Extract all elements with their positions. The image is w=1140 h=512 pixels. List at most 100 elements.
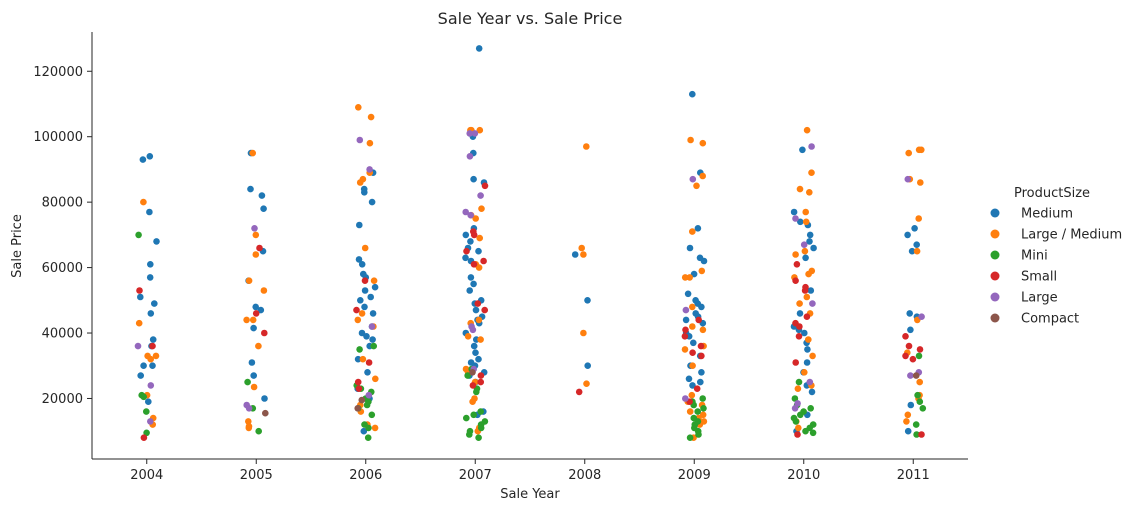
data-point-medium — [907, 326, 914, 334]
data-point-large-medium — [249, 316, 257, 324]
data-point-mini — [914, 391, 921, 399]
data-point-medium — [147, 310, 155, 317]
data-point-large-medium — [917, 179, 924, 186]
data-point-medium — [149, 362, 156, 370]
y-tick-label: 20000 — [42, 392, 83, 407]
legend-items: Medium Large / Medium Mini Small Large Compac… — [990, 207, 1122, 327]
data-point-mini — [791, 395, 799, 402]
data-point-large-medium — [245, 418, 252, 425]
data-point-large-medium — [805, 270, 812, 278]
data-point-small — [474, 300, 482, 307]
data-point-medium — [684, 290, 692, 298]
data-point-medium — [690, 339, 697, 347]
data-point-large-medium — [916, 378, 923, 386]
data-point-large-medium — [245, 277, 253, 285]
data-point-medium — [248, 359, 256, 366]
data-point-mini — [795, 378, 803, 386]
data-point-mini — [466, 431, 473, 438]
data-point-medium — [147, 261, 154, 268]
data-point-medium — [252, 303, 259, 311]
data-point-medium — [140, 362, 147, 370]
data-point-mini — [365, 424, 372, 432]
data-point-large-medium — [796, 185, 804, 193]
data-point-mini — [364, 434, 372, 442]
data-point-small — [689, 349, 696, 357]
legend-marker — [990, 313, 1000, 323]
data-point-medium — [250, 372, 257, 379]
data-point-large — [794, 400, 801, 407]
data-point-large-medium — [252, 251, 260, 258]
data-point-small — [140, 434, 148, 442]
data-point-small — [575, 388, 583, 396]
data-point-small — [481, 306, 489, 314]
legend-marker — [990, 229, 1000, 239]
data-point-medium — [369, 336, 376, 343]
data-point-large-medium — [689, 362, 696, 370]
data-point-large — [134, 342, 142, 350]
data-point-large — [808, 143, 815, 150]
data-point-mini — [370, 342, 378, 350]
data-point-large-medium — [583, 143, 590, 150]
data-point-medium — [686, 244, 694, 252]
data-point-small — [918, 431, 925, 438]
data-point-mini — [356, 346, 363, 353]
data-point-medium — [367, 293, 375, 301]
data-point-small — [470, 261, 478, 268]
data-point-small — [792, 277, 799, 285]
data-point-large-medium — [699, 172, 706, 180]
data-point-large-medium — [795, 424, 802, 432]
data-point-large-medium — [245, 424, 253, 432]
data-point-medium — [361, 303, 368, 311]
data-point-small — [481, 182, 489, 190]
data-point-small — [477, 378, 485, 386]
data-point-small — [354, 378, 362, 386]
data-point-medium — [810, 244, 817, 252]
y-tick-label: 120000 — [33, 65, 83, 80]
data-point-large-medium — [794, 385, 802, 393]
data-point-medium — [698, 369, 705, 376]
data-point-medium — [151, 300, 158, 307]
data-point-medium — [355, 256, 363, 263]
data-point-medium — [137, 372, 144, 379]
data-point-large-medium — [693, 182, 700, 190]
data-point-large-medium — [796, 300, 803, 307]
data-point-large — [365, 391, 373, 399]
data-point-large-medium — [583, 380, 590, 388]
data-point-medium — [260, 205, 267, 212]
data-point-large — [809, 300, 816, 307]
data-point-large-medium — [698, 267, 706, 275]
data-point-large-medium — [809, 352, 816, 360]
data-point-small — [796, 323, 803, 330]
data-point-medium — [466, 287, 474, 294]
data-point-compact — [358, 396, 366, 404]
data-point-small — [470, 231, 478, 239]
data-point-large — [466, 153, 474, 160]
data-point-small — [697, 342, 705, 350]
legend-marker — [990, 292, 1000, 302]
data-point-small — [792, 359, 799, 366]
data-point-mini — [363, 401, 371, 409]
data-point-large-medium — [803, 293, 811, 301]
data-point-large — [251, 225, 258, 232]
data-point-large-medium — [135, 319, 143, 327]
data-point-small — [693, 385, 701, 393]
data-point-medium — [146, 274, 154, 281]
data-point-large-medium — [801, 369, 808, 376]
data-point-large-medium — [699, 326, 707, 334]
data-point-mini — [807, 405, 814, 412]
x-ticks: 2004 2005 2006 2007 2008 2009 2010 2011 — [130, 459, 930, 483]
data-point-large-medium — [140, 198, 147, 206]
data-point-mini — [699, 395, 706, 402]
data-point-medium — [584, 362, 591, 370]
data-point-small — [902, 352, 909, 360]
data-point-medium — [371, 283, 379, 291]
data-point-large-medium — [681, 346, 689, 353]
data-point-large — [792, 215, 799, 222]
data-point-large-medium — [152, 352, 160, 360]
data-point-large-medium — [475, 316, 483, 324]
legend: ProductSize Medium Large / Medium Mini Smal… — [990, 186, 1122, 327]
data-point-mini — [463, 414, 470, 422]
y-tick-label: 60000 — [42, 261, 83, 276]
data-point-large-medium — [801, 247, 809, 255]
data-point-small — [916, 346, 924, 353]
